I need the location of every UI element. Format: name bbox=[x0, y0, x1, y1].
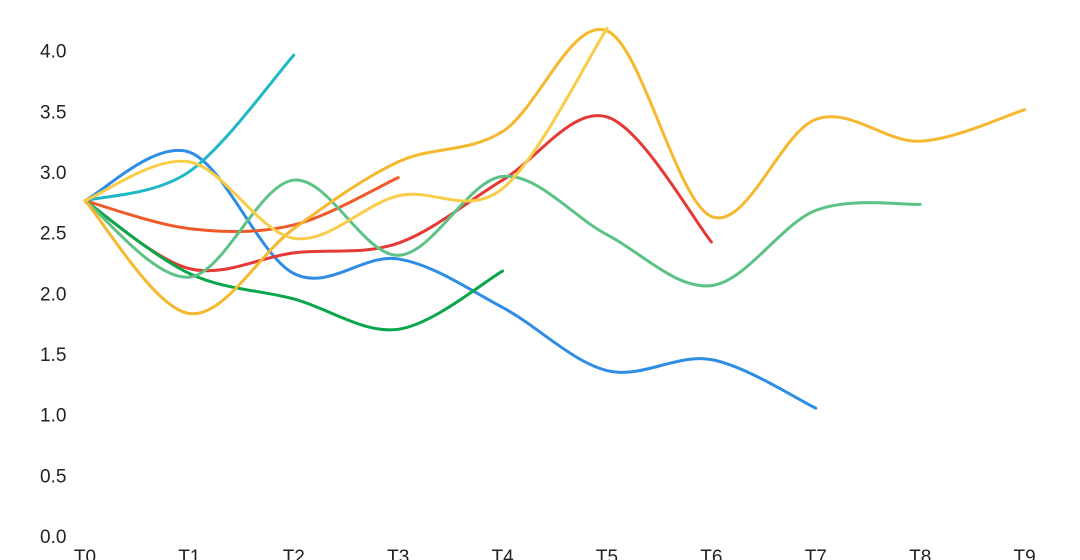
y-tick-label: 1.5 bbox=[40, 345, 66, 366]
series-line bbox=[83, 199, 505, 332]
y-tick-label: 0.0 bbox=[40, 527, 66, 548]
x-tick-label: T3 bbox=[387, 547, 409, 560]
x-tick-label: T0 bbox=[74, 547, 96, 560]
series-line bbox=[83, 174, 922, 288]
x-tick-label: T9 bbox=[1014, 547, 1036, 560]
y-tick-label: 2.5 bbox=[40, 224, 66, 245]
series-line bbox=[83, 176, 400, 234]
series-line bbox=[83, 114, 713, 273]
x-tick-label: T1 bbox=[178, 547, 200, 560]
series-line bbox=[83, 148, 818, 410]
x-tick-label: T7 bbox=[805, 547, 827, 560]
y-tick-label: 3.0 bbox=[40, 163, 66, 184]
series-line bbox=[83, 27, 1027, 316]
x-tick-label: T2 bbox=[283, 547, 305, 560]
y-tick-label: 3.5 bbox=[40, 102, 66, 123]
x-tick-label: T4 bbox=[492, 547, 515, 560]
x-tick-label: T5 bbox=[596, 547, 618, 560]
y-tick-label: 1.0 bbox=[40, 406, 66, 427]
y-tick-label: 2.0 bbox=[40, 284, 66, 305]
y-tick-label: 4.5 bbox=[40, 0, 66, 2]
y-tick-label: 0.5 bbox=[40, 466, 66, 487]
series-line bbox=[83, 53, 296, 203]
series-line bbox=[83, 26, 609, 241]
x-tick-label: T8 bbox=[909, 547, 931, 560]
x-tick-label: T6 bbox=[700, 547, 722, 560]
y-tick-label: 4.0 bbox=[40, 42, 66, 63]
